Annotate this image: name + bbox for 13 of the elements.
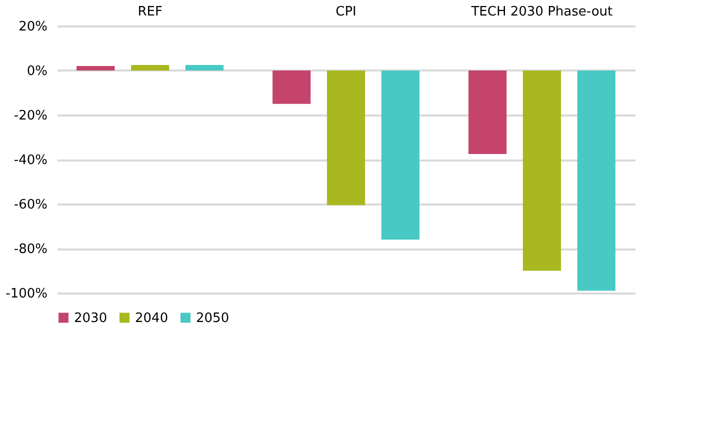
y-tick-label: -80% [14, 242, 48, 257]
legend-label: 2040 [135, 310, 168, 326]
y-tick-label: -20% [14, 108, 48, 124]
y-tick-label: -40% [14, 153, 48, 168]
y-tick-label: 0% [26, 64, 48, 79]
x-tick-label: REF [138, 4, 162, 20]
x-tick-label: CPI [336, 4, 356, 20]
legend-label: 2030 [74, 310, 108, 326]
y-tick-label: -60% [14, 198, 48, 212]
y-tick-label: -100% [6, 286, 48, 302]
y-tick-label: 20% [18, 20, 48, 34]
x-tick-label: TECH 2030 Phase-out [470, 4, 613, 20]
legend-label: 2050 [196, 310, 230, 326]
